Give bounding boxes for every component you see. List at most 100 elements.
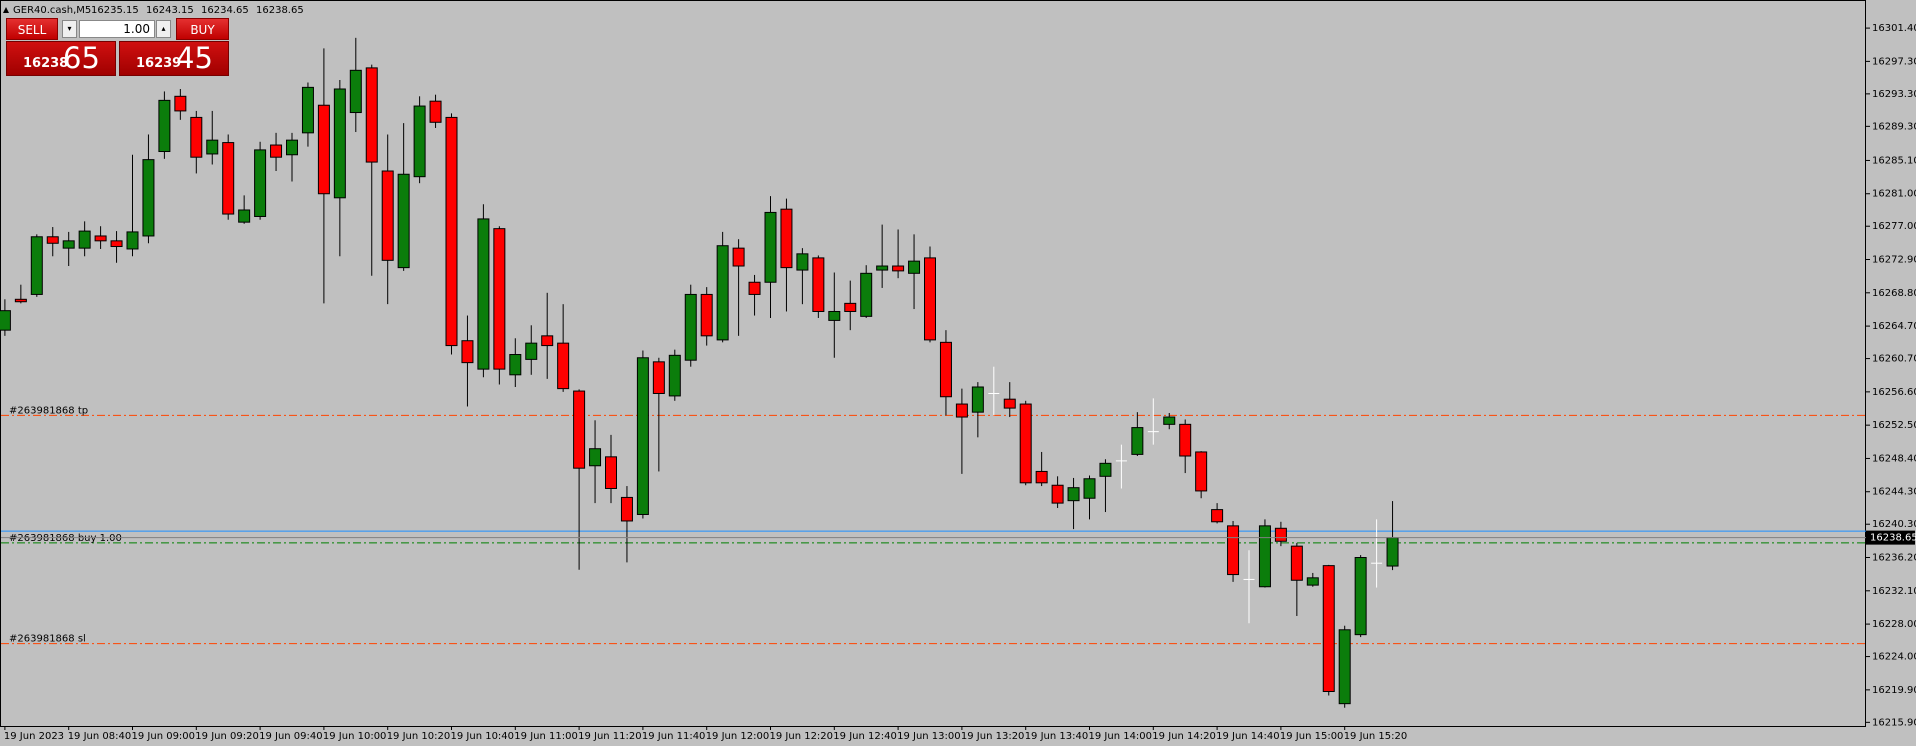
bid-big: 16238 (23, 56, 69, 71)
x-tick-label: 19 Jun 08:40 (68, 731, 132, 742)
ask-big: 16239 (136, 56, 182, 71)
candle-body (844, 302, 857, 312)
volume-input[interactable]: 1.00 (79, 20, 155, 38)
plot-frame (0, 0, 1866, 727)
candle-body (301, 86, 314, 134)
candle-body (222, 142, 235, 215)
y-tick-label: 16228.00 (1872, 619, 1916, 630)
y-tick-label: 16215.90 (1872, 717, 1916, 728)
candle-body (238, 209, 251, 223)
candle-body (317, 104, 330, 195)
candle-body (652, 361, 665, 394)
symbol-label: GER40.cash,M5 (13, 5, 91, 16)
candle-body (110, 240, 123, 248)
x-tick-label: 19 Jun 11:20 (578, 731, 642, 742)
x-tick-label: 19 Jun 10:00 (323, 731, 387, 742)
candle-body (493, 228, 506, 370)
candle-body (924, 257, 936, 341)
y-tick-label: 16260.70 (1872, 354, 1916, 365)
level-label: #263981868 sl (9, 634, 86, 645)
bid-box[interactable]: 16238 65 (6, 41, 116, 76)
x-tick-label: 19 Jun 2023 (4, 731, 64, 742)
y-tick-label: 16268.80 (1872, 288, 1916, 299)
x-tick-label: 19 Jun 11:00 (514, 731, 578, 742)
candle-body (1306, 577, 1319, 586)
y-tick-label: 16277.00 (1872, 221, 1916, 232)
candle-body (1083, 478, 1096, 499)
y-tick-label: 16264.70 (1872, 321, 1916, 332)
candle-body (78, 230, 91, 249)
candle-body (605, 456, 617, 489)
candle-body (764, 211, 777, 283)
candle-body (828, 310, 841, 321)
candle-body (716, 245, 729, 341)
candle-body (30, 236, 43, 295)
candle-body (812, 257, 825, 312)
y-tick-label: 16219.90 (1872, 685, 1916, 696)
y-tick-label: 16240.30 (1872, 519, 1916, 530)
x-tick-label: 19 Jun 12:40 (833, 731, 897, 742)
y-tick-label: 16272.90 (1872, 255, 1916, 266)
ask-box[interactable]: 16239 45 (119, 41, 229, 76)
candle-body (0, 310, 11, 331)
candle-body (429, 100, 442, 123)
candle-body (1227, 525, 1240, 576)
ask-small: 45 (176, 41, 213, 75)
x-tick-label: 19 Jun 12:20 (770, 731, 834, 742)
header-low: 16234.65 (201, 5, 249, 16)
candle-body (525, 342, 538, 360)
y-tick-label: 16252.50 (1872, 420, 1916, 431)
candle-body (939, 341, 952, 398)
y-tick-label: 16256.60 (1872, 387, 1916, 398)
header-high: 16243.15 (146, 5, 194, 16)
candle-body (573, 390, 586, 469)
candle-body (700, 293, 713, 337)
x-tick-label: 19 Jun 11:40 (642, 731, 706, 742)
candle-body (286, 139, 298, 156)
y-tick-label: 16293.30 (1872, 89, 1916, 100)
level-label: #263981868 buy 1.00 (9, 533, 122, 544)
candle-body (1211, 509, 1224, 523)
x-tick-label: 19 Jun 14:00 (1089, 731, 1153, 742)
candle-body (557, 342, 570, 390)
candle-body (860, 272, 873, 317)
candle-body (190, 116, 203, 158)
candle-body (1019, 403, 1032, 484)
candle-body (174, 95, 187, 112)
candle-body (270, 144, 283, 158)
buy-button[interactable]: BUY (176, 18, 229, 40)
candle-body (1131, 427, 1144, 455)
x-tick-label: 19 Jun 13:20 (961, 731, 1025, 742)
candle-body (381, 170, 394, 261)
candle-body (1322, 565, 1335, 692)
candle-body (413, 105, 426, 178)
candle-body (1003, 398, 1016, 409)
candle-body (1179, 423, 1192, 457)
volume-down[interactable]: ▾ (62, 20, 77, 38)
volume-up[interactable]: ▴ (156, 20, 171, 38)
x-tick-label: 19 Jun 14:40 (1216, 731, 1280, 742)
candle-body (126, 231, 139, 250)
candle-body (1067, 487, 1080, 502)
y-tick-label: 16236.20 (1872, 553, 1916, 564)
candle-body (206, 139, 219, 155)
sell-button[interactable]: SELL (6, 18, 58, 40)
price-tag-label: 16238.65 (1870, 533, 1916, 544)
candle-body (1274, 527, 1287, 542)
candle-body (46, 236, 59, 244)
candle-body (62, 240, 75, 249)
x-tick-label: 19 Jun 15:00 (1280, 731, 1344, 742)
bid-small: 65 (63, 41, 100, 75)
candle-body (509, 354, 522, 376)
candle-body (365, 67, 378, 163)
x-tick-label: 19 Jun 09:00 (132, 731, 196, 742)
candle-body (1354, 557, 1367, 636)
x-tick-label: 19 Jun 10:20 (387, 731, 451, 742)
candle-body (94, 235, 107, 242)
candle-body (1035, 470, 1048, 484)
y-tick-label: 16281.00 (1872, 189, 1916, 200)
candle-body (1051, 484, 1064, 504)
candle-body (908, 260, 921, 274)
collapse-icon[interactable] (3, 7, 9, 13)
candle-body (349, 69, 362, 114)
